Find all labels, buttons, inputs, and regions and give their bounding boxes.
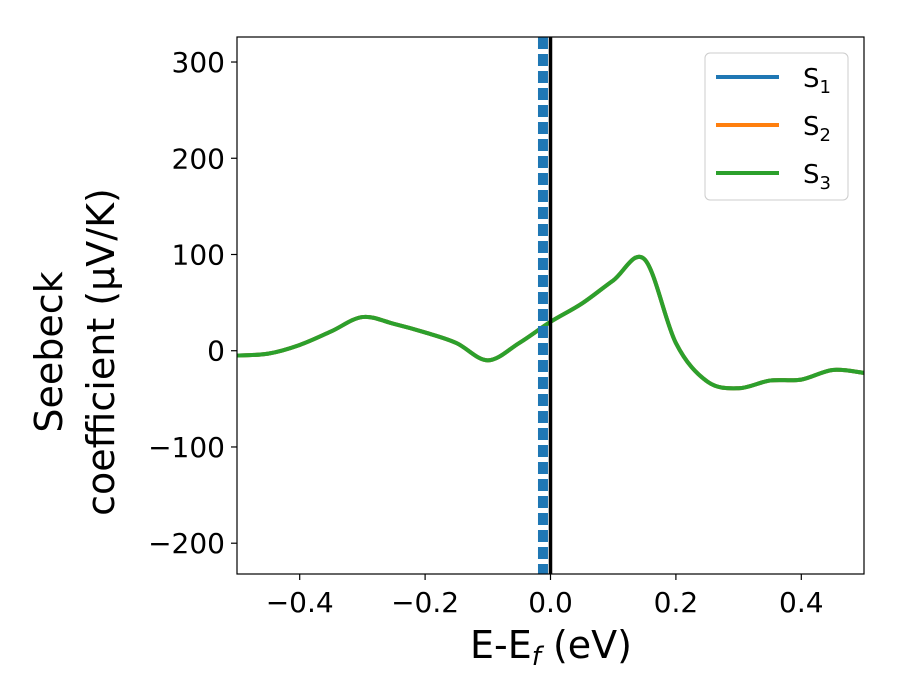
- x-tick-label: 0.4: [779, 586, 824, 619]
- y-tick-label: 300: [172, 46, 225, 79]
- x-tick-label: −0.4: [266, 586, 334, 619]
- x-tick-label: 0.0: [528, 586, 573, 619]
- plot-area: [237, 37, 864, 574]
- legend-label-s1: S1: [803, 64, 831, 98]
- y-tick-label: 200: [172, 142, 225, 175]
- x-tick-label: 0.2: [654, 586, 699, 619]
- legend-label-s2: S2: [803, 112, 831, 146]
- y-axis-label: Seebeck coefficient (μV/K): [27, 188, 123, 516]
- y-tick-label: 100: [172, 238, 225, 271]
- legend: S1 S2 S3: [704, 52, 849, 201]
- legend-label-s3: S3: [803, 160, 831, 194]
- y-axis: −200 −100 0 100 200 300: [148, 46, 237, 560]
- y-tick-label: −200: [148, 527, 225, 560]
- x-axis-label: E-Ef (eV): [470, 623, 632, 672]
- x-tick-label: −0.2: [391, 586, 459, 619]
- y-axis-label-line2: coefficient (μV/K): [79, 188, 123, 516]
- x-axis: −0.4 −0.2 0.0 0.2 0.4: [266, 574, 824, 619]
- y-tick-label: 0: [207, 335, 225, 368]
- y-tick-label: −100: [148, 431, 225, 464]
- y-axis-label-line1: Seebeck: [27, 271, 71, 432]
